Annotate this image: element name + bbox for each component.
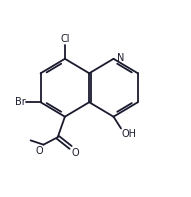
Text: Cl: Cl [60, 34, 70, 44]
Text: N: N [117, 53, 124, 63]
Text: OH: OH [122, 129, 137, 139]
Text: O: O [72, 148, 79, 158]
Text: Br: Br [15, 97, 26, 107]
Text: O: O [36, 146, 43, 156]
